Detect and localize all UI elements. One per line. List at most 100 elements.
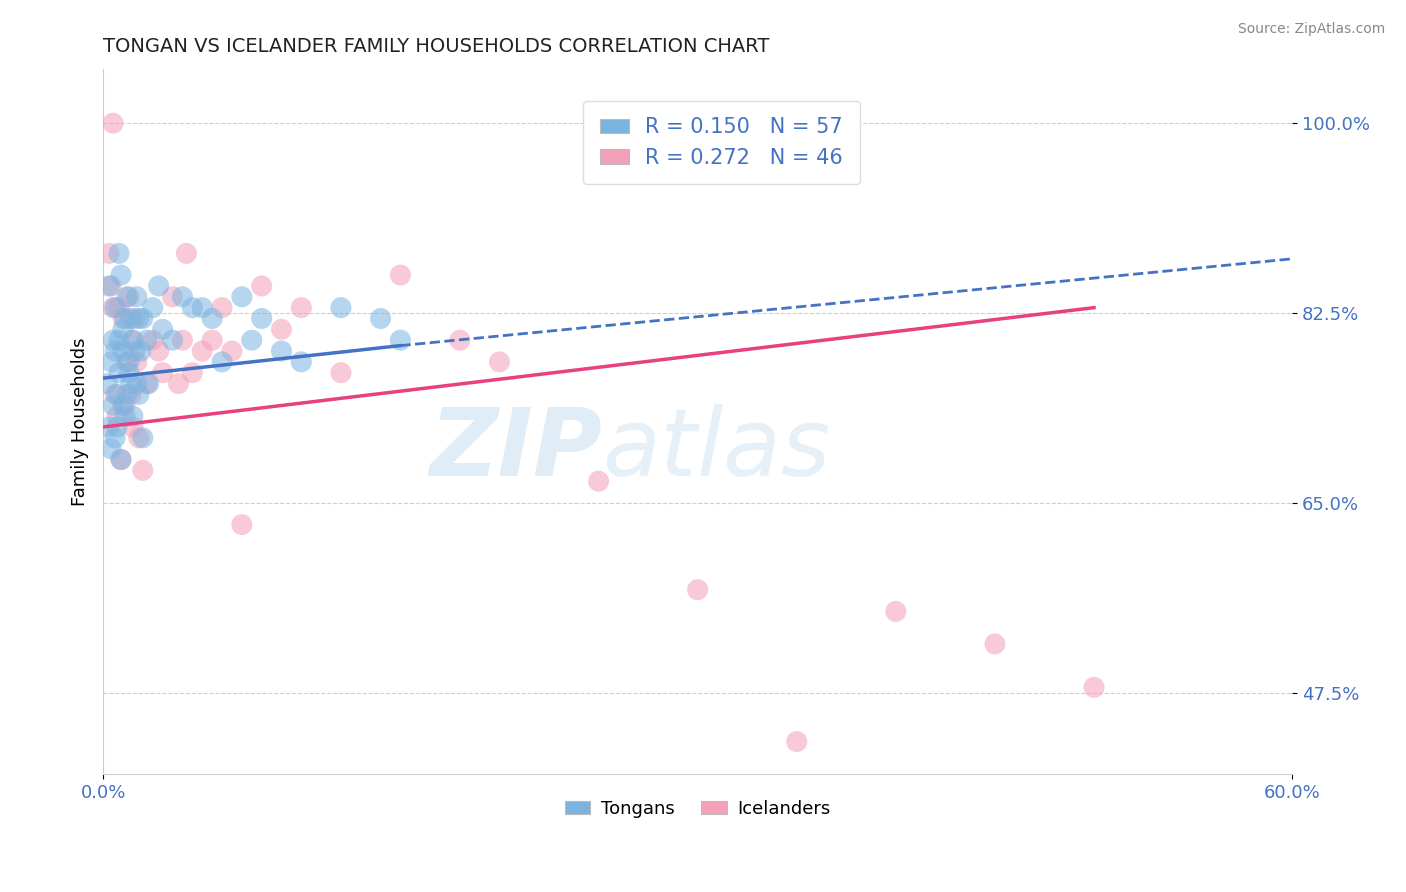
Point — [111, 322, 134, 336]
Point — [104, 301, 127, 315]
Point — [98, 279, 121, 293]
Point — [125, 376, 148, 391]
Point — [181, 366, 204, 380]
Point — [290, 355, 312, 369]
Point — [389, 268, 412, 282]
Point — [115, 290, 138, 304]
Point — [115, 355, 138, 369]
Point — [118, 290, 141, 304]
Point — [148, 344, 170, 359]
Point — [211, 355, 233, 369]
Point — [121, 333, 143, 347]
Point — [111, 344, 134, 359]
Point — [100, 442, 122, 456]
Point — [101, 301, 124, 315]
Point — [201, 311, 224, 326]
Point — [588, 474, 610, 488]
Point — [135, 376, 157, 391]
Point — [114, 409, 136, 424]
Point — [120, 387, 142, 401]
Point — [240, 333, 263, 347]
Point — [120, 376, 142, 391]
Point — [270, 322, 292, 336]
Point — [125, 355, 148, 369]
Point — [884, 604, 907, 618]
Point — [162, 333, 184, 347]
Point — [125, 290, 148, 304]
Point — [118, 355, 141, 369]
Point — [115, 387, 138, 401]
Point — [167, 376, 190, 391]
Point — [110, 452, 132, 467]
Point — [191, 344, 214, 359]
Point — [221, 344, 243, 359]
Point — [108, 366, 131, 380]
Point — [142, 333, 165, 347]
Point — [121, 409, 143, 424]
Point — [101, 116, 124, 130]
Point — [104, 344, 127, 359]
Point — [114, 311, 136, 326]
Point — [231, 290, 253, 304]
Point — [786, 734, 808, 748]
Point — [176, 246, 198, 260]
Point — [148, 279, 170, 293]
Text: Source: ZipAtlas.com: Source: ZipAtlas.com — [1237, 22, 1385, 37]
Point — [105, 387, 128, 401]
Point — [108, 301, 131, 315]
Point — [1083, 681, 1105, 695]
Point — [124, 311, 146, 326]
Point — [211, 301, 233, 315]
Point — [111, 311, 134, 326]
Point — [129, 344, 152, 359]
Point — [231, 517, 253, 532]
Point — [120, 311, 142, 326]
Point — [370, 311, 392, 326]
Text: TONGAN VS ICELANDER FAMILY HOUSEHOLDS CORRELATION CHART: TONGAN VS ICELANDER FAMILY HOUSEHOLDS CO… — [103, 37, 769, 56]
Point — [105, 409, 128, 424]
Point — [449, 333, 471, 347]
Point — [152, 366, 174, 380]
Point — [389, 333, 412, 347]
Point — [152, 322, 174, 336]
Point — [162, 290, 184, 304]
Y-axis label: Family Households: Family Households — [72, 337, 89, 506]
Point — [114, 398, 136, 412]
Point — [132, 431, 155, 445]
Point — [132, 463, 155, 477]
Point — [172, 333, 194, 347]
Point — [686, 582, 709, 597]
Point — [128, 431, 150, 445]
Text: ZIP: ZIP — [430, 404, 603, 496]
Point — [110, 268, 132, 282]
Point — [270, 344, 292, 359]
Point — [104, 431, 127, 445]
Point — [329, 366, 352, 380]
Point — [96, 376, 118, 391]
Point — [118, 366, 141, 380]
Point — [128, 387, 150, 401]
Legend: Tongans, Icelanders: Tongans, Icelanders — [557, 793, 838, 825]
Point — [132, 311, 155, 326]
Point — [128, 311, 150, 326]
Point — [250, 311, 273, 326]
Point — [329, 301, 352, 315]
Point — [121, 420, 143, 434]
Point — [121, 333, 143, 347]
Point — [290, 301, 312, 315]
Point — [104, 387, 127, 401]
Point — [101, 333, 124, 347]
Point — [108, 246, 131, 260]
Point — [142, 301, 165, 315]
Point — [108, 333, 131, 347]
Point — [138, 376, 160, 391]
Point — [181, 301, 204, 315]
Point — [100, 279, 122, 293]
Point — [124, 344, 146, 359]
Point — [105, 420, 128, 434]
Point — [98, 246, 121, 260]
Point — [984, 637, 1007, 651]
Point — [201, 333, 224, 347]
Point — [98, 420, 121, 434]
Point — [100, 355, 122, 369]
